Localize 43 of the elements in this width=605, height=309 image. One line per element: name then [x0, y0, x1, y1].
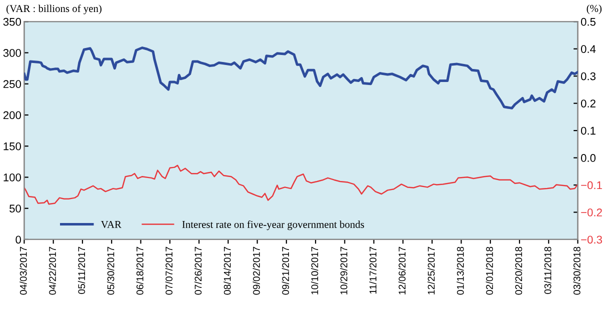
- y-tick-label: 150: [4, 142, 21, 150]
- y-tick-label: 0: [16, 236, 21, 244]
- x-tick-label: 02/01/2018: [486, 246, 493, 295]
- y-tick-label: 200: [3, 111, 21, 120]
- y2-tick-label: 0.5: [580, 18, 596, 26]
- line-series: [24, 46, 578, 110]
- y-tick-label: 350: [3, 18, 21, 26]
- x-tick-label: 07/26/2017: [194, 246, 202, 295]
- x-tick-label: 04/22/2017: [48, 246, 56, 295]
- x-tick-label: 01/13/2018: [456, 246, 464, 295]
- y-tick-label: 250: [3, 80, 21, 88]
- legend-label: VAR: [100, 220, 122, 228]
- y-tick-label: 300: [3, 49, 21, 57]
- x-tick-label: 12/25/2017: [428, 246, 435, 294]
- x-tick-label: 12/06/2017: [398, 246, 406, 294]
- x-tick-label: 07/07/2017: [165, 246, 172, 295]
- line-series: [24, 164, 578, 205]
- y2-tick-label: 0.1: [580, 126, 596, 135]
- y-axis-title: (VAR : billions of yen): [6, 4, 102, 14]
- y-tick-label: 50: [10, 204, 21, 212]
- x-tick-label: 04/03/2017: [20, 246, 27, 295]
- y2-tick-label: 0.4: [580, 45, 596, 53]
- x-tick-label: 05/30/2017: [107, 246, 114, 295]
- y2-tick-label: 0.3: [580, 72, 596, 80]
- y2-tick-label: −0.1: [581, 181, 602, 190]
- y2-tick-label: −0.2: [581, 208, 602, 216]
- x-tick-label: 09/02/2017: [252, 246, 260, 295]
- x-tick-label: 11/17/2017: [369, 246, 376, 294]
- x-tick-label: 06/18/2017: [136, 246, 144, 295]
- y-tick-label: 100: [4, 174, 21, 182]
- x-tick-label: 10/10/2017: [311, 246, 318, 294]
- x-tick-label: 10/29/2017: [340, 246, 348, 294]
- y2-tick-label: 0.2: [580, 100, 596, 108]
- y2-axis-title: (%): [586, 4, 602, 14]
- x-tick-label: 02/20/2018: [514, 246, 522, 295]
- y2-tick-label: −0.3: [581, 236, 602, 244]
- y2-tick-label: 0.0: [580, 154, 596, 162]
- x-tick-label: 09/21/2017: [282, 246, 290, 295]
- x-tick-label: 03/11/2018: [544, 246, 552, 294]
- x-tick-label: 05/11/2017: [78, 246, 86, 294]
- x-tick-label: 08/14/2017: [224, 246, 231, 295]
- x-tick-label: 03/30/2018: [573, 246, 580, 295]
- legend-label: Interest rate on five-year government bonds: [182, 220, 364, 230]
